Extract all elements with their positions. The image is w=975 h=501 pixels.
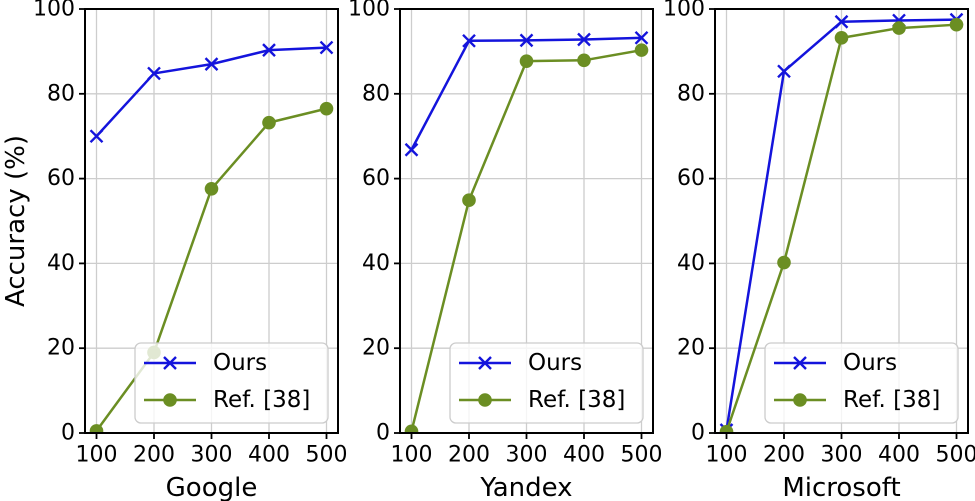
x-tick-label: 400: [563, 443, 605, 468]
series-marker-ref-38: [777, 255, 791, 270]
x-axis-title: Yandex: [479, 473, 572, 501]
y-tick-label: 40: [47, 251, 75, 276]
x-tick-label: 200: [763, 443, 805, 468]
y-tick-label: 0: [61, 421, 75, 446]
chart-panel-yandex: 100 200 300 400 500 0 20 40 60 80 100 Yandex Ours Ref…: [348, 0, 663, 501]
y-tick-label: 40: [677, 251, 705, 276]
series-marker-ours: [319, 40, 334, 55]
x-axis-title: Google: [166, 473, 258, 501]
series-marker-ours: [462, 33, 476, 48]
y-tick-label: 0: [376, 421, 390, 446]
series-marker-ours: [262, 43, 276, 57]
y-tick-label: 20: [677, 336, 705, 361]
series-marker-ref-38: [462, 193, 476, 208]
legend-sample-marker: [478, 356, 492, 370]
y-tick-label: 80: [47, 81, 75, 106]
series-marker-ref-38: [949, 17, 964, 32]
y-tick-label: 60: [47, 166, 75, 191]
series-marker-ours: [404, 142, 419, 157]
y-tick-label: 80: [362, 81, 390, 106]
x-tick-label: 100: [391, 443, 433, 468]
series-marker-ours: [577, 32, 591, 47]
series-marker-ref-38: [404, 424, 419, 433]
charts-row: 100 200 300 400 500 0 20 40 60 80 100 Google Ours Ref…: [30, 0, 975, 501]
y-tick-label: 20: [47, 336, 75, 361]
y-axis-label-text: Accuracy (%): [1, 135, 31, 307]
series-marker-ours: [204, 57, 219, 71]
x-tick-label: 400: [878, 443, 920, 468]
y-tick-label: 60: [677, 166, 705, 191]
legend-label: Ref. [38]: [843, 387, 940, 413]
y-tick-label: 0: [691, 421, 705, 446]
x-tick-label: 100: [76, 443, 118, 468]
series-marker-ours: [834, 14, 849, 29]
y-tick-label: 20: [362, 336, 390, 361]
series-marker-ref-38: [319, 101, 334, 116]
series-marker-ref-38: [204, 181, 219, 196]
plot-area: [89, 40, 334, 433]
x-tick-label: 200: [133, 443, 175, 468]
y-tick-label: 60: [362, 166, 390, 191]
x-axis-title: Microsoft: [782, 473, 900, 501]
series-marker-ours: [519, 33, 534, 48]
series-marker-ref-38: [834, 31, 849, 45]
legend-sample-marker: [793, 393, 807, 407]
series-marker-ref-38: [719, 424, 734, 433]
legend-sample-marker: [478, 393, 492, 407]
plot-area: [404, 30, 649, 433]
legend: Ours Ref. [38]: [764, 342, 959, 424]
x-tick-label: 400: [248, 443, 290, 468]
legend-label: Ref. [38]: [213, 387, 310, 413]
legend-sample-marker: [793, 356, 807, 370]
legend-label: Ours: [843, 350, 897, 376]
legend-label: Ref. [38]: [528, 387, 625, 413]
legend-sample-marker: [163, 393, 177, 407]
y-tick-label: 100: [348, 0, 390, 22]
chart-panel-google: 100 200 300 400 500 0 20 40 60 80 100 Google Ours Ref…: [33, 0, 348, 501]
series-marker-ref-38: [89, 424, 104, 433]
x-tick-label: 200: [448, 443, 490, 468]
legend: Ours Ref. [38]: [134, 342, 329, 424]
y-tick-label: 100: [33, 0, 75, 22]
legend: Ours Ref. [38]: [449, 342, 644, 424]
chart-panel-microsoft: 100 200 300 400 500 0 20 40 60 80 100 Microsoft Ours…: [663, 0, 975, 501]
x-tick-label: 100: [706, 443, 748, 468]
x-tick-label: 500: [621, 443, 663, 468]
legend-sample-marker: [163, 356, 177, 370]
x-tick-label: 300: [506, 443, 548, 468]
series-marker-ours: [89, 129, 104, 144]
x-tick-label: 300: [191, 443, 233, 468]
x-tick-label: 300: [821, 443, 863, 468]
y-tick-label: 40: [362, 251, 390, 276]
series-marker-ours: [634, 30, 649, 45]
x-tick-label: 500: [306, 443, 348, 468]
series-marker-ours: [147, 66, 161, 81]
series-marker-ref-38: [892, 21, 906, 35]
plot-area: [719, 12, 964, 433]
series-marker-ref-38: [577, 53, 591, 68]
series-marker-ref-38: [634, 43, 649, 57]
legend-label: Ours: [213, 350, 267, 376]
y-tick-label: 100: [663, 0, 705, 22]
x-tick-label: 500: [936, 443, 975, 468]
y-tick-label: 80: [677, 81, 705, 106]
series-marker-ref-38: [262, 115, 276, 130]
legend-label: Ours: [528, 350, 582, 376]
y-axis-label: Accuracy (%): [0, 9, 32, 433]
series-marker-ours: [777, 64, 791, 79]
series-marker-ref-38: [519, 54, 534, 68]
